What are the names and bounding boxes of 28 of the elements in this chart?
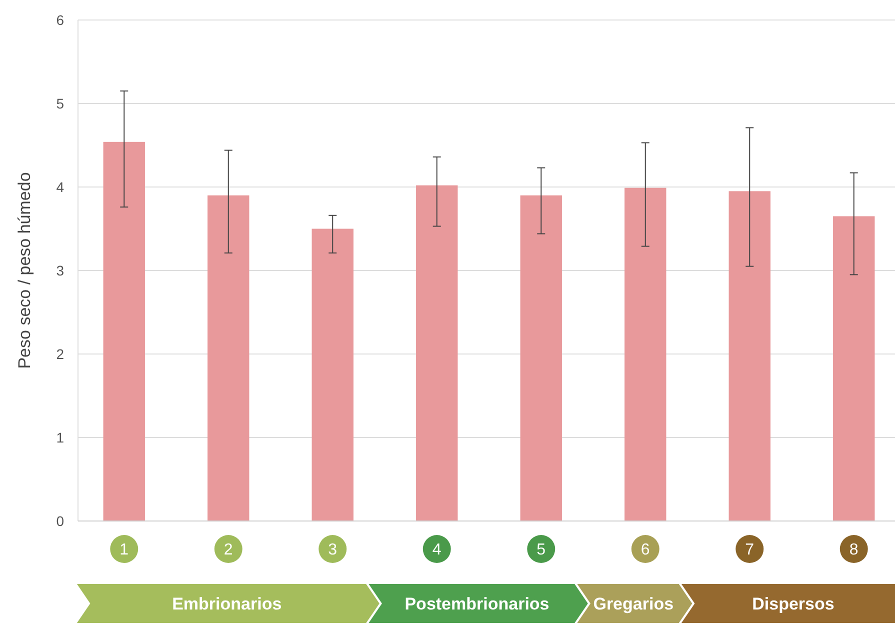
bar [103, 142, 145, 521]
bar [416, 185, 458, 521]
y-axis-title: Peso seco / peso húmedo [15, 172, 34, 369]
x-tick-label: 8 [849, 542, 858, 559]
y-tick-label: 6 [56, 12, 64, 28]
bar [833, 216, 875, 521]
x-tick-label: 4 [432, 542, 442, 559]
x-tick-label: 5 [536, 542, 546, 559]
y-tick-label: 3 [56, 262, 64, 278]
x-tick-label: 7 [745, 542, 754, 559]
y-tick-label: 5 [56, 95, 64, 112]
bar [208, 195, 250, 521]
text: Postembrionarios [404, 594, 550, 614]
x-tick-label: 3 [328, 542, 338, 559]
bar [728, 191, 770, 521]
text: Gregarios [593, 594, 674, 614]
bar [624, 188, 666, 521]
text: Embrionarios [172, 594, 282, 614]
bar [520, 195, 562, 521]
x-tick-label: 2 [224, 542, 233, 559]
y-tick-label: 1 [56, 429, 64, 446]
y-tick-label: 0 [56, 512, 64, 529]
y-tick-label: 4 [56, 178, 64, 195]
x-tick-label: 1 [120, 542, 129, 559]
bar [312, 228, 354, 521]
text: Dispersos [752, 594, 834, 614]
x-tick-label: 6 [640, 542, 650, 559]
y-tick-label: 2 [56, 346, 64, 362]
